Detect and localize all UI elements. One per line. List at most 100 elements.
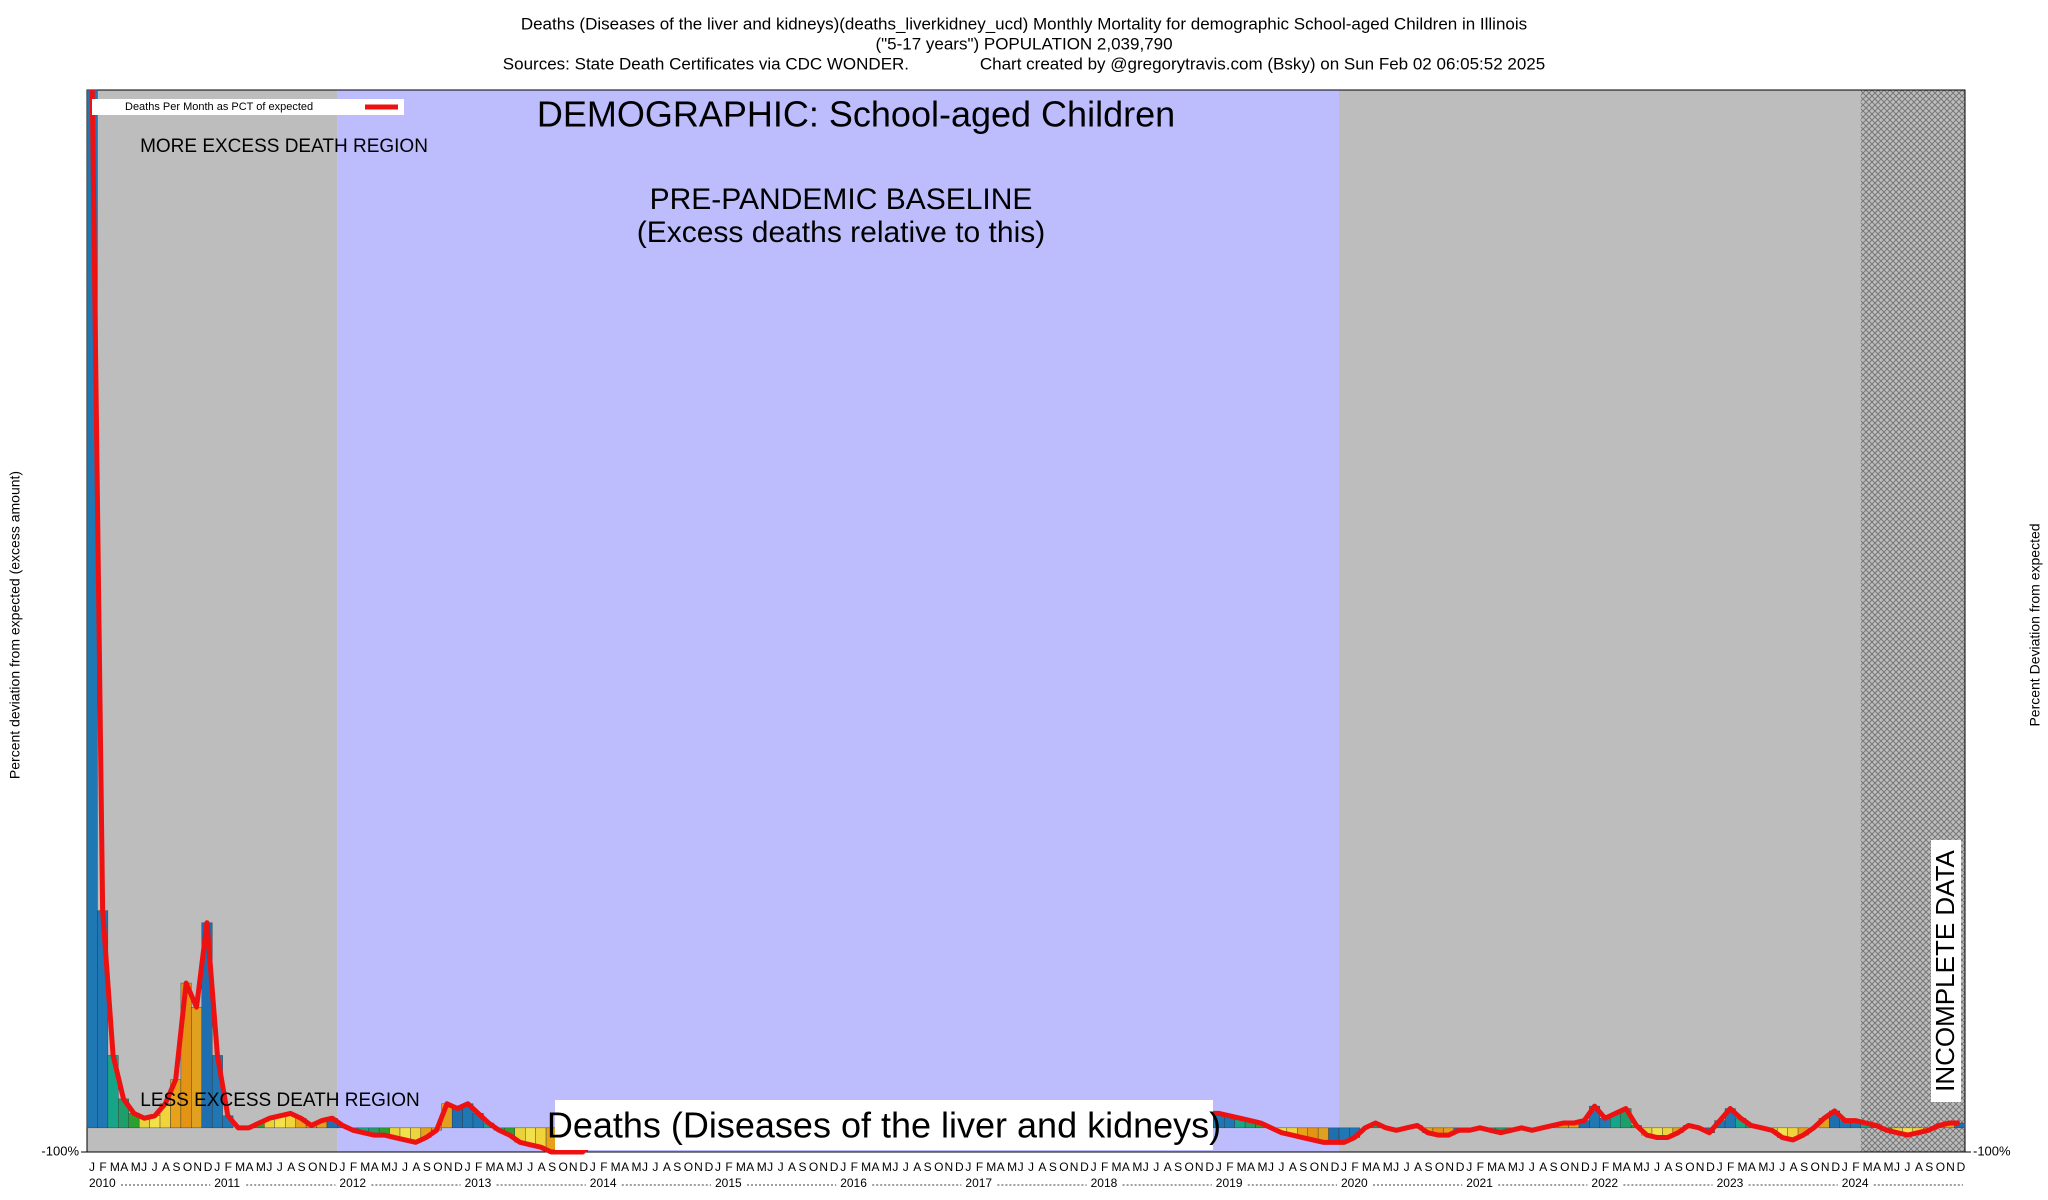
x-year-label: 2019 <box>1216 1176 1243 1190</box>
x-month-label: A <box>1873 1160 1881 1174</box>
x-month-label: N <box>319 1160 328 1174</box>
x-month-label: J <box>1654 1160 1660 1174</box>
x-month-label: J <box>277 1160 283 1174</box>
x-month-label: M <box>235 1160 245 1174</box>
x-month-label: A <box>1664 1160 1672 1174</box>
x-month-label: M <box>1633 1160 1643 1174</box>
x-month-label: J <box>1779 1160 1785 1174</box>
y-axis-label: Percent deviation from expected (excess … <box>7 471 23 779</box>
x-year-label: 2015 <box>715 1176 742 1190</box>
x-month-label: A <box>496 1160 504 1174</box>
x-month-label: N <box>819 1160 828 1174</box>
x-month-label: A <box>746 1160 754 1174</box>
x-month-label: D <box>204 1160 213 1174</box>
x-month-label: J <box>892 1160 898 1174</box>
less-region-label: LESS EXCESS DEATH REGION <box>140 1090 419 1111</box>
x-month-label: J <box>1529 1160 1535 1174</box>
x-month-label: F <box>350 1160 357 1174</box>
baseline-label: (Excess deaths relative to this) <box>637 216 1046 249</box>
x-month-label: S <box>172 1160 180 1174</box>
incomplete-label-bg <box>1931 840 1961 1102</box>
x-month-label: A <box>162 1160 170 1174</box>
x-year-label: 2018 <box>1091 1176 1118 1190</box>
x-month-label: J <box>89 1160 95 1174</box>
x-month-label: J <box>392 1160 398 1174</box>
x-month-label: A <box>1623 1160 1631 1174</box>
x-month-label: A <box>1247 1160 1255 1174</box>
x-month-label: A <box>1915 1160 1923 1174</box>
x-month-label: M <box>1508 1160 1518 1174</box>
x-month-label: A <box>788 1160 796 1174</box>
x-month-label: F <box>600 1160 607 1174</box>
x-month-label: A <box>412 1160 420 1174</box>
caption: Deaths (Diseases of the liver and kidney… <box>547 1105 1221 1146</box>
x-month-label: J <box>1216 1160 1222 1174</box>
x-month-label: J <box>1518 1160 1524 1174</box>
x-month-label: M <box>1111 1160 1121 1174</box>
x-month-label: O <box>1059 1160 1068 1174</box>
x-month-label: J <box>1466 1160 1472 1174</box>
x-month-label: J <box>266 1160 272 1174</box>
x-month-label: J <box>1769 1160 1775 1174</box>
x-month-label: F <box>1852 1160 1859 1174</box>
x-month-label: J <box>1894 1160 1900 1174</box>
x-month-label: J <box>903 1160 909 1174</box>
x-month-label: N <box>1571 1160 1580 1174</box>
x-month-label: D <box>705 1160 714 1174</box>
x-month-label: J <box>1393 1160 1399 1174</box>
x-month-label: F <box>976 1160 983 1174</box>
bar <box>451 1108 463 1129</box>
x-month-label: O <box>1685 1160 1694 1174</box>
x-month-label: M <box>360 1160 370 1174</box>
x-month-label: M <box>1612 1160 1622 1174</box>
x-year-label: 2024 <box>1842 1176 1869 1190</box>
x-month-label: J <box>339 1160 345 1174</box>
x-month-label: A <box>120 1160 128 1174</box>
x-month-label: A <box>1539 1160 1547 1174</box>
x-month-label: N <box>444 1160 453 1174</box>
x-month-label: M <box>1758 1160 1768 1174</box>
x-month-label: D <box>1706 1160 1715 1174</box>
post-period-region <box>1339 90 1861 1152</box>
x-month-label: M <box>1007 1160 1017 1174</box>
x-month-label: M <box>131 1160 141 1174</box>
x-month-label: M <box>110 1160 120 1174</box>
demographic-label: DEMOGRAPHIC: School-aged Children <box>537 94 1175 135</box>
x-month-label: O <box>1435 1160 1444 1174</box>
x-month-label: A <box>621 1160 629 1174</box>
x-month-label: N <box>1821 1160 1830 1174</box>
x-month-label: S <box>1049 1160 1057 1174</box>
x-month-label: F <box>1477 1160 1484 1174</box>
x-month-label: O <box>433 1160 442 1174</box>
x-month-label: A <box>872 1160 880 1174</box>
x-month-label: M <box>1383 1160 1393 1174</box>
x-month-label: M <box>632 1160 642 1174</box>
x-month-label: M <box>256 1160 266 1174</box>
x-month-label: A <box>997 1160 1005 1174</box>
x-month-label: D <box>955 1160 964 1174</box>
x-month-label: J <box>652 1160 658 1174</box>
x-month-label: J <box>1018 1160 1024 1174</box>
x-month-label: J <box>778 1160 784 1174</box>
x-month-label: N <box>1320 1160 1329 1174</box>
title-line: Deaths (Diseases of the liver and kidney… <box>521 14 1527 33</box>
x-month-label: J <box>1717 1160 1723 1174</box>
x-month-label: D <box>329 1160 338 1174</box>
x-month-label: J <box>642 1160 648 1174</box>
x-month-label: O <box>183 1160 192 1174</box>
x-month-label: J <box>1591 1160 1597 1174</box>
x-month-label: N <box>694 1160 703 1174</box>
x-month-label: S <box>1299 1160 1307 1174</box>
x-month-label: J <box>1278 1160 1284 1174</box>
x-month-label: J <box>1404 1160 1410 1174</box>
x-month-label: S <box>1550 1160 1558 1174</box>
x-month-label: S <box>924 1160 932 1174</box>
x-month-label: A <box>287 1160 295 1174</box>
x-month-label: N <box>1195 1160 1204 1174</box>
baseline-label: PRE-PANDEMIC BASELINE <box>650 183 1033 216</box>
x-month-label: A <box>1748 1160 1756 1174</box>
x-year-label: 2017 <box>965 1176 992 1190</box>
x-month-label: J <box>402 1160 408 1174</box>
x-month-label: N <box>1070 1160 1079 1174</box>
